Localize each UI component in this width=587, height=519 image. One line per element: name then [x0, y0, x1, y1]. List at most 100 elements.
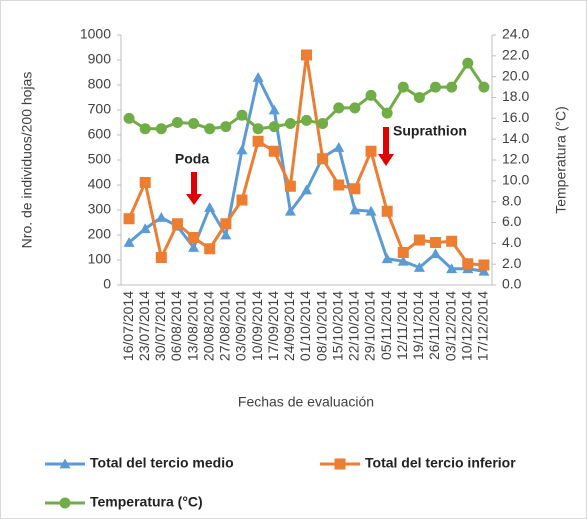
x-tick-label: 16/07/2014: [120, 291, 136, 361]
point: [446, 263, 458, 274]
x-tick-label: 23/07/2014: [136, 291, 152, 361]
point: [123, 237, 135, 247]
x-tick-label: 06/08/2014: [168, 291, 184, 361]
point: [365, 145, 377, 157]
y-tick-label: 500: [88, 151, 112, 167]
y-axis-title: Nro. de individuos/200 hojas: [19, 72, 35, 249]
x-tick-label: 22/10/2014: [346, 291, 362, 361]
point: [155, 212, 167, 222]
point: [478, 265, 490, 276]
point: [462, 258, 474, 270]
point: [236, 194, 248, 206]
y-tick-label: 700: [88, 101, 112, 117]
x-tick-label: 10/12/2014: [459, 291, 475, 361]
point: [155, 252, 167, 263]
point: [446, 81, 458, 93]
point: [123, 112, 135, 124]
point: [252, 72, 264, 82]
y2-tick-label: 24.0: [502, 26, 529, 42]
x-tick-label: 26/11/2014: [426, 291, 442, 360]
point: [171, 218, 183, 230]
legend-marker: [334, 458, 346, 470]
point: [349, 102, 361, 114]
point: [349, 183, 361, 195]
point: [381, 253, 393, 264]
point: [430, 248, 442, 259]
x-tick-label: 17/09/2014: [265, 291, 281, 361]
x-axis-title: Fechas de evaluación: [238, 394, 374, 410]
x-tick-label: 03/12/2014: [442, 291, 458, 361]
point: [397, 255, 409, 266]
y2-tick-label: 10.0: [502, 172, 529, 188]
point: [413, 234, 425, 246]
point: [220, 229, 232, 240]
y-tick-label: 600: [88, 126, 112, 142]
point: [123, 213, 135, 225]
y-tick-label: 900: [88, 51, 112, 67]
point: [252, 135, 264, 147]
point: [397, 81, 409, 93]
point: [236, 109, 248, 121]
y2-tick-label: 6.0: [502, 213, 522, 229]
point: [236, 144, 248, 155]
y-tick-label: 100: [88, 251, 112, 267]
x-tick-label: 15/10/2014: [329, 291, 345, 361]
y2-tick-label: 22.0: [502, 47, 529, 63]
point: [317, 153, 329, 165]
point: [349, 204, 361, 215]
x-tick-label: 10/09/2014: [249, 291, 265, 361]
point: [284, 205, 296, 216]
point: [188, 118, 200, 130]
point: [155, 123, 167, 135]
point: [397, 247, 409, 258]
point: [317, 118, 329, 130]
point: [430, 81, 442, 93]
x-tick-label: 19/11/2014: [410, 291, 426, 360]
point: [365, 89, 377, 101]
x-tick-label: 08/10/2014: [313, 291, 329, 361]
legend-label: Total del tercio medio: [90, 455, 234, 471]
point: [430, 237, 442, 248]
x-tick-label: 03/09/2014: [233, 291, 249, 361]
point: [139, 123, 151, 135]
point: [139, 223, 151, 234]
point: [204, 123, 216, 135]
y2-tick-label: 20.0: [502, 67, 529, 83]
y2-tick-label: 4.0: [502, 234, 522, 250]
point: [252, 123, 264, 135]
y2-axis-title: Temperatura (°C): [553, 106, 569, 214]
x-tick-label: 29/10/2014: [362, 291, 378, 361]
point: [301, 49, 312, 61]
annotation: Poda: [175, 151, 209, 167]
y2-tick-label: 12.0: [502, 151, 529, 167]
point: [333, 102, 345, 114]
point: [220, 121, 232, 133]
y-tick-label: 200: [88, 226, 112, 242]
y2-tick-label: 0.0: [502, 276, 522, 292]
annotation: Suprathion: [393, 123, 467, 139]
point: [413, 92, 425, 103]
point: [284, 180, 296, 192]
x-tick-label: 27/08/2014: [217, 291, 233, 361]
y2-tick-label: 18.0: [502, 88, 529, 104]
y-tick-label: 800: [88, 76, 112, 92]
x-tick-label: 01/10/2014: [297, 291, 313, 361]
y2-tick-label: 2.0: [502, 255, 522, 271]
point: [268, 145, 280, 157]
y-tick-label: 300: [88, 201, 112, 217]
x-tick-label: 24/09/2014: [281, 291, 297, 361]
point: [139, 177, 151, 188]
point: [204, 243, 216, 255]
point: [381, 205, 393, 217]
annotation-arrow: [378, 127, 394, 166]
y2-tick-label: 14.0: [502, 130, 529, 146]
point: [284, 118, 296, 130]
x-tick-label: 20/08/2014: [200, 291, 216, 361]
point: [220, 218, 232, 230]
point: [204, 202, 216, 212]
y2-tick-label: 8.0: [502, 192, 522, 208]
y2-tick-label: 16.0: [502, 109, 529, 125]
point: [268, 121, 280, 133]
y-tick-label: 0: [103, 276, 111, 292]
